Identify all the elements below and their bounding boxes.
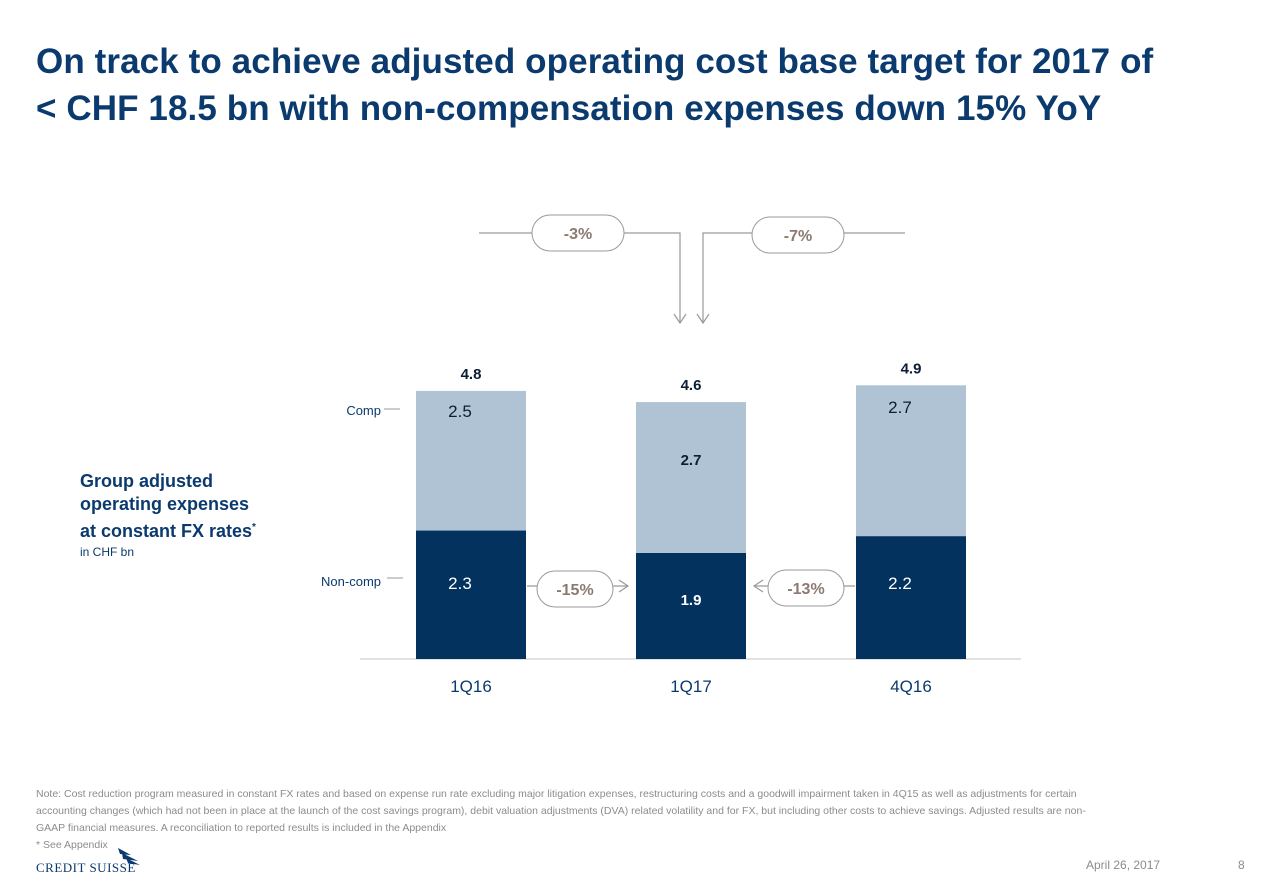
- callout-top-right-pill: [751, 216, 845, 254]
- unit-label: in CHF bn: [80, 545, 135, 559]
- footnote-mark: *: [252, 522, 256, 533]
- callout-bottom-right-label: -13%: [787, 581, 824, 598]
- bar-noncomp-1Q16: [416, 530, 526, 659]
- title-line-1: On track to achieve adjusted operating c…: [36, 42, 1154, 81]
- logo-text: CREDIT SUISSE: [36, 860, 136, 875]
- legend-comp: Comp: [346, 403, 381, 418]
- credit-suisse-logo: CREDIT SUISSE: [36, 848, 146, 876]
- note-line-4: * See Appendix: [36, 839, 108, 851]
- side-label-line-1: Group adjusted: [80, 471, 214, 491]
- bar-comp-1Q17: [636, 402, 746, 553]
- note-line-3: GAAP financial measures. A reconciliatio…: [36, 822, 447, 834]
- arrow-bottom-right: [752, 579, 764, 593]
- side-label-line-3-text: at constant FX rates: [80, 521, 253, 541]
- value-label-comp-1Q17: 2.7: [681, 452, 702, 469]
- bar-comp-4Q16: [856, 385, 966, 537]
- tick-label-1Q17: 1Q17: [670, 677, 712, 696]
- callout-bottom-left-pill: [536, 570, 614, 608]
- value-label-comp-1Q16: 2.5: [448, 402, 472, 421]
- footer-date: April 26, 2017: [1086, 858, 1161, 872]
- legend-noncomp: Non-comp: [321, 574, 381, 589]
- bar-noncomp-4Q16: [856, 536, 966, 659]
- callout-top-right-label: -7%: [784, 228, 812, 245]
- tick-label-1Q16: 1Q16: [450, 677, 492, 696]
- value-label-comp-4Q16: 2.7: [888, 398, 912, 417]
- callout-top-left-pill: [531, 214, 625, 252]
- note-line-1: Note: Cost reduction program measured in…: [36, 788, 1077, 800]
- page-number: 8: [1238, 858, 1245, 872]
- tick-label-4Q16: 4Q16: [890, 677, 932, 696]
- callout-top-left-label: -3%: [564, 226, 592, 243]
- arrow-top-right: [696, 313, 710, 325]
- side-label-line-3: at constant FX rates*: [80, 516, 300, 543]
- total-label-1Q17: 4.6: [681, 377, 702, 394]
- note-line-2: accounting changes (which had not been i…: [36, 805, 1086, 817]
- stacked-bar-chart: 1Q16 4.8 1Q17 4.6 4Q16 4.9 2.5 2.3 2.7 1.9 2.7 2.2 C…: [321, 214, 1021, 696]
- footnote: Note: Cost reduction program measured in…: [36, 786, 1251, 854]
- arrow-top-left: [673, 313, 687, 325]
- sails-icon: [118, 848, 140, 865]
- chart-side-label: Group adjusted operating expenses at con…: [80, 470, 300, 560]
- callout-bottom-right-pill: [767, 569, 845, 607]
- arrow-bottom-left: [618, 579, 630, 593]
- value-label-noncomp-1Q17: 1.9: [681, 592, 702, 609]
- side-label-line-2: operating expenses: [80, 494, 250, 514]
- total-label-4Q16: 4.9: [901, 360, 922, 377]
- page-title: On track to achieve adjusted operating c…: [36, 38, 1256, 132]
- bar-comp-1Q16: [416, 390, 526, 531]
- callout-bottom-left-label: -15%: [556, 582, 593, 599]
- value-label-noncomp-4Q16: 2.2: [888, 574, 912, 593]
- bar-noncomp-1Q17: [636, 552, 746, 659]
- total-label-1Q16: 4.8: [461, 366, 482, 383]
- value-label-noncomp-1Q16: 2.3: [448, 574, 472, 593]
- title-line-2: < CHF 18.5 bn with non-compensation expe…: [36, 89, 1102, 128]
